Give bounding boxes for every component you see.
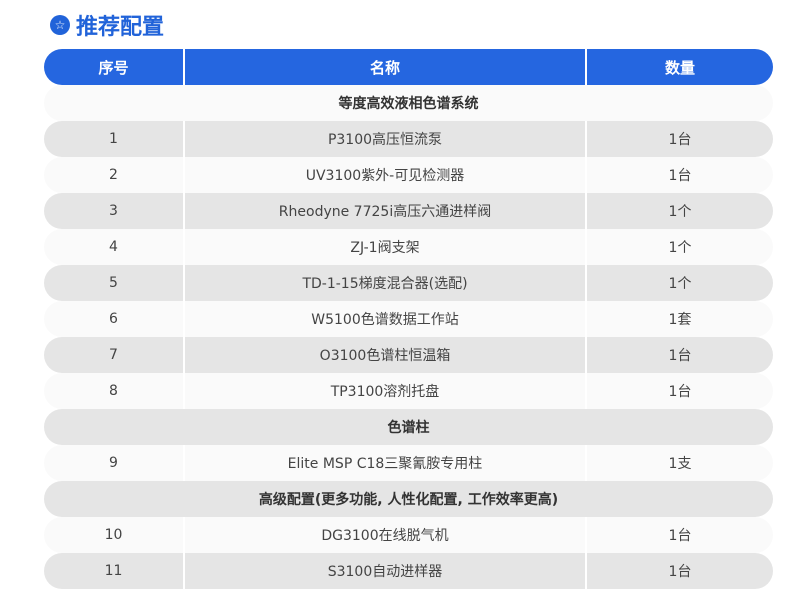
header-name: 名称 — [185, 49, 587, 85]
config-table: 序号 名称 数量 等度高效液相色谱系统 1 P3100高压恒流泵 1台 2 UV3100紫… — [44, 49, 773, 589]
cell-no: 3 — [44, 193, 185, 229]
star-icon: ☆ — [50, 15, 70, 35]
header-no: 序号 — [44, 49, 185, 85]
cell-qty: 1台 — [668, 384, 692, 400]
section-title: ☆ 推荐配置 — [50, 10, 164, 40]
cell-no: 8 — [44, 373, 185, 409]
cell-no: 1 — [44, 121, 185, 157]
table-row: 3 Rheodyne 7725i高压六通进样阀 1个 — [44, 193, 773, 229]
cell-name: DG3100在线脱气机 — [185, 517, 587, 553]
section-label: 等度高效液相色谱系统 — [338, 96, 479, 112]
cell-name: TP3100溶剂托盘 — [185, 373, 587, 409]
cell-name: UV3100紫外-可见检测器 — [185, 157, 587, 193]
cell-name: Elite MSP C18三聚氰胺专用柱 — [185, 445, 587, 481]
cell-name: P3100高压恒流泵 — [185, 121, 587, 157]
table-section-row: 高级配置(更多功能, 人性化配置, 工作效率更高) — [44, 481, 773, 517]
cell-qty: 1台 — [668, 168, 692, 184]
cell-qty: 1台 — [668, 564, 692, 580]
header-qty: 数量 — [664, 58, 695, 77]
cell-qty: 1个 — [668, 204, 692, 220]
table-row: 9 Elite MSP C18三聚氰胺专用柱 1支 — [44, 445, 773, 481]
table-row: 5 TD-1-15梯度混合器(选配) 1个 — [44, 265, 773, 301]
table-header: 序号 名称 数量 — [44, 49, 773, 85]
table-section-row: 色谱柱 — [44, 409, 773, 445]
table-section-row: 等度高效液相色谱系统 — [44, 85, 773, 121]
cell-qty: 1个 — [668, 276, 692, 292]
cell-name: ZJ-1阀支架 — [185, 229, 587, 265]
cell-no: 2 — [44, 157, 185, 193]
cell-name: S3100自动进样器 — [185, 553, 587, 589]
cell-no: 5 — [44, 265, 185, 301]
cell-qty: 1台 — [668, 528, 692, 544]
cell-name: TD-1-15梯度混合器(选配) — [185, 265, 587, 301]
cell-no: 11 — [44, 553, 185, 589]
table-row: 11 S3100自动进样器 1台 — [44, 553, 773, 589]
cell-qty: 1支 — [668, 456, 692, 472]
cell-no: 9 — [44, 445, 185, 481]
table-row: 10 DG3100在线脱气机 1台 — [44, 517, 773, 553]
cell-name: W5100色谱数据工作站 — [185, 301, 587, 337]
cell-no: 7 — [44, 337, 185, 373]
cell-qty: 1套 — [668, 312, 692, 328]
table-row: 4 ZJ-1阀支架 1个 — [44, 229, 773, 265]
table-row: 2 UV3100紫外-可见检测器 1台 — [44, 157, 773, 193]
section-label: 色谱柱 — [387, 420, 430, 436]
cell-name: O3100色谱柱恒温箱 — [185, 337, 587, 373]
table-row: 6 W5100色谱数据工作站 1套 — [44, 301, 773, 337]
table-row: 1 P3100高压恒流泵 1台 — [44, 121, 773, 157]
section-label: 高级配置(更多功能, 人性化配置, 工作效率更高) — [258, 492, 559, 508]
section-title-text: 推荐配置 — [76, 15, 165, 40]
cell-no: 10 — [44, 517, 185, 553]
table-row: 7 O3100色谱柱恒温箱 1台 — [44, 337, 773, 373]
table-row: 8 TP3100溶剂托盘 1台 — [44, 373, 773, 409]
cell-qty: 1个 — [668, 240, 692, 256]
cell-no: 6 — [44, 301, 185, 337]
cell-name: Rheodyne 7725i高压六通进样阀 — [185, 193, 587, 229]
cell-no: 4 — [44, 229, 185, 265]
cell-qty: 1台 — [668, 132, 692, 148]
cell-qty: 1台 — [668, 348, 692, 364]
